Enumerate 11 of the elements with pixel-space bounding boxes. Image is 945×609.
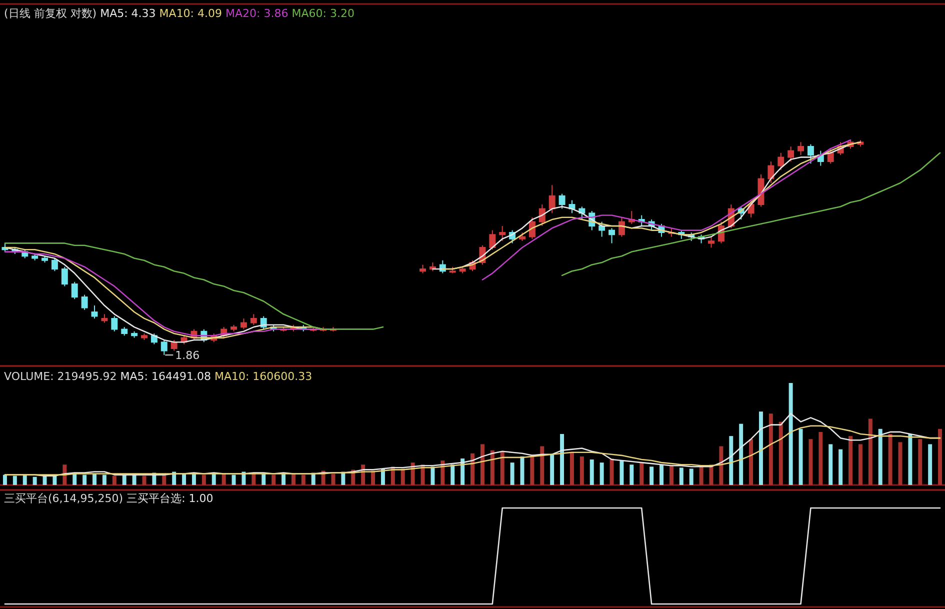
chart-title: VOLUME: 219495.92: [4, 370, 120, 383]
text: MA10: 160600.33: [214, 370, 312, 383]
text: MA20: 3.86: [226, 7, 292, 20]
text: MA5: 164491.08: [120, 370, 214, 383]
chart-title: (日线 前复权 对数): [4, 7, 100, 20]
annotation: 1.86: [175, 349, 200, 362]
text: MA10: 4.09: [159, 7, 226, 20]
text: 三买平台选: 1.00: [126, 492, 214, 505]
text: MA5: 4.33: [100, 7, 160, 20]
text: MA60: 3.20: [292, 7, 354, 20]
chart-title: 三买平台(6,14,95,250): [4, 492, 127, 505]
